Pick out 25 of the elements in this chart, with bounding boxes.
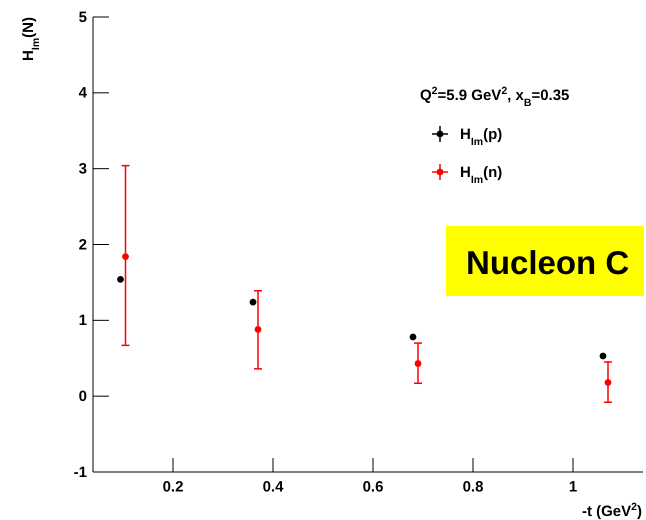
y-tick-label: 4 xyxy=(78,84,88,102)
x-tick-label: 1 xyxy=(568,478,578,496)
x-tick-label: 0.2 xyxy=(162,478,184,496)
annotation: Nucleon C xyxy=(466,244,630,281)
legend-label: H$_{Im}$(n) xyxy=(460,164,502,186)
x-tick-label: 0.4 xyxy=(262,478,284,496)
point xyxy=(250,298,256,306)
y-tick-label: 1 xyxy=(78,312,87,330)
point xyxy=(410,334,416,340)
x-axis-title: -t (GeV$^{2}$) xyxy=(582,501,642,520)
y-tick-label: -1 xyxy=(74,464,87,481)
point xyxy=(122,253,129,260)
y-tick-label: 0 xyxy=(78,388,87,405)
legend-label: H$_{Im}$(p) xyxy=(460,126,502,148)
point xyxy=(117,276,124,283)
legend-title: Q$^{2}$=5.9 GeV$^{2}$, x$_{B}$=0.35 xyxy=(420,85,570,109)
point xyxy=(414,360,422,367)
x-tick-label: 0.6 xyxy=(362,478,384,496)
y-tick-label: 2 xyxy=(78,236,87,254)
point xyxy=(604,379,612,386)
x-tick-label: 0.8 xyxy=(462,478,484,496)
y-tick-label: 5 xyxy=(78,8,87,26)
point xyxy=(254,326,262,333)
point xyxy=(600,352,606,360)
y-tick-label: 3 xyxy=(78,160,87,178)
